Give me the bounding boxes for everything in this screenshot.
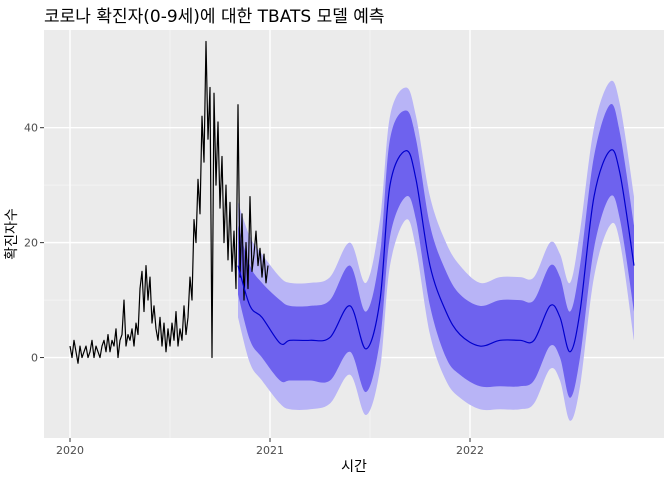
chart-title: 코로나 확진자(0-9세)에 대한 TBATS 모델 예측: [44, 7, 385, 27]
prediction-intervals: [238, 80, 634, 421]
band-80-interval: [238, 104, 634, 398]
x-tick-label: 2020: [56, 444, 84, 457]
y-tick-label: 0: [31, 352, 38, 365]
actual-series-line: [69, 40, 269, 364]
forecast-series-line: [237, 149, 635, 353]
series-lines: [69, 40, 635, 364]
x-tick-label: 2021: [256, 444, 284, 457]
axis-ticks: 2020 2021 2022 0 20 40: [24, 122, 484, 457]
y-tick-label: 20: [24, 237, 38, 250]
x-axis-title: 시간: [341, 459, 367, 475]
x-tick-label: 2022: [456, 444, 484, 457]
y-axis-title: 확진자수: [4, 208, 20, 260]
y-tick-label: 40: [24, 122, 38, 135]
